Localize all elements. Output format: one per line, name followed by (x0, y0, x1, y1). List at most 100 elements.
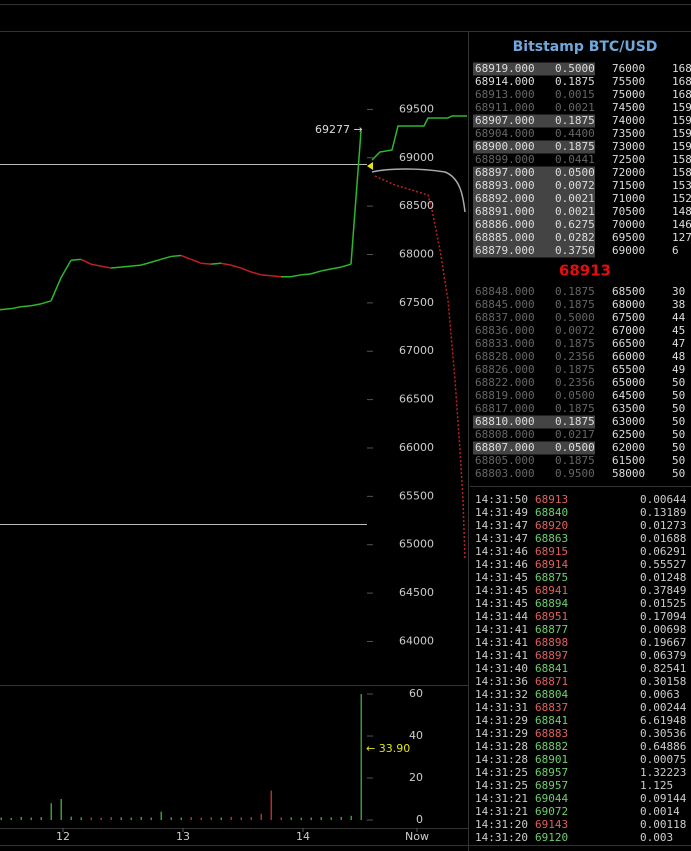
depth-total: 152 (672, 192, 691, 205)
trade-time: 14:31:44 (475, 610, 528, 623)
trade-amount: 0.37849 (640, 584, 686, 597)
volume-bar (300, 817, 302, 821)
row-highlight (473, 205, 595, 219)
depth-total: 158 (672, 166, 691, 179)
trade-price: 68941 (535, 584, 568, 597)
volume-bar (260, 813, 262, 821)
trade-time: 14:31:41 (475, 636, 528, 649)
trade-price: 68913 (535, 493, 568, 506)
price-tick-label: 66500 (399, 393, 434, 406)
average-line (371, 168, 466, 213)
trade-price: 68871 (535, 675, 568, 688)
volume-bar (320, 817, 322, 821)
book-price: 68893.000 (475, 179, 535, 192)
book-amount: 0.3750 (555, 244, 595, 257)
depth-total: 158 (672, 153, 691, 166)
book-amount: 0.0072 (555, 179, 595, 192)
trade-amount: 0.30158 (640, 675, 686, 688)
trade-price: 68901 (535, 753, 568, 766)
price-segment (170, 254, 182, 258)
price-segment (120, 265, 132, 268)
trade-time: 14:31:50 (475, 493, 528, 506)
book-amount: 0.0021 (555, 205, 595, 218)
trade-price: 69120 (535, 831, 568, 844)
trade-price: 68877 (535, 623, 568, 636)
row-highlight (473, 231, 595, 245)
trade-price: 68804 (535, 688, 568, 701)
trade-amount: 6.61948 (640, 714, 686, 727)
trade-time: 14:31:31 (475, 701, 528, 714)
price-segment (160, 255, 172, 261)
volume-bar (80, 817, 82, 821)
book-price: 68891.000 (475, 205, 535, 218)
volume-bar (210, 817, 212, 821)
trade-price: 68840 (535, 506, 568, 519)
row-highlight (473, 441, 595, 455)
book-price: 68836.000 (475, 324, 535, 337)
depth-price: 63000 (612, 415, 645, 428)
price-segment (320, 268, 332, 272)
trade-amount: 0.0063 (640, 688, 680, 701)
book-price: 68919.000 (475, 62, 535, 75)
depth-price: 65500 (612, 363, 645, 376)
book-amount: 0.1875 (555, 337, 595, 350)
trade-amount: 0.01273 (640, 519, 686, 532)
depth-price: 61500 (612, 454, 645, 467)
volume-bar (130, 817, 132, 821)
volume-bar (90, 817, 92, 821)
x-tick-label: 14 (296, 830, 310, 843)
trade-price: 69044 (535, 792, 568, 805)
depth-total: 50 (672, 441, 685, 454)
bid-depth-line (371, 115, 467, 161)
depth-total: 45 (672, 324, 685, 337)
book-price: 68822.000 (475, 376, 535, 389)
book-price: 68904.000 (475, 127, 535, 140)
trade-price: 68837 (535, 701, 568, 714)
price-tick-label: 64500 (399, 586, 434, 599)
volume-bar (160, 811, 162, 821)
trade-amount: 0.55527 (640, 558, 686, 571)
row-highlight (473, 415, 595, 429)
row-highlight (473, 114, 595, 128)
trade-price: 68914 (535, 558, 568, 571)
depth-price: 58000 (612, 467, 645, 480)
book-amount: 0.0282 (555, 231, 595, 244)
price-segment (40, 300, 52, 305)
price-segment (0, 307, 12, 311)
trade-price: 68841 (535, 662, 568, 675)
volume-bar (70, 816, 72, 821)
depth-total: 50 (672, 415, 685, 428)
volume-bar (180, 817, 182, 821)
trade-amount: 0.00244 (640, 701, 687, 714)
depth-total: 153 (672, 179, 691, 192)
row-highlight (473, 244, 595, 258)
trade-time: 14:31:40 (475, 662, 528, 675)
trade-amount: 0.0014 (640, 805, 680, 818)
row-highlight (473, 179, 595, 193)
depth-total: 127 (672, 231, 691, 244)
trade-amount: 0.00698 (640, 623, 686, 636)
book-price: 68892.000 (475, 192, 535, 205)
depth-total: 30 (672, 285, 685, 298)
trade-time: 14:31:46 (475, 545, 528, 558)
price-segment (200, 262, 212, 265)
book-amount: 0.0500 (555, 166, 595, 179)
trade-time: 14:31:25 (475, 779, 528, 792)
book-price: 68914.000 (475, 75, 535, 88)
depth-total: 159 (672, 101, 691, 114)
volume-bar (150, 817, 152, 821)
trade-amount: 1.32223 (640, 766, 686, 779)
book-price: 68897.000 (475, 166, 535, 179)
book-price: 68826.000 (475, 363, 535, 376)
trade-time: 14:31:46 (475, 558, 528, 571)
book-amount: 0.1875 (555, 402, 595, 415)
price-segment (210, 262, 222, 265)
book-price: 68911.000 (475, 101, 535, 114)
book-title: Bitstamp BTC/USD (513, 39, 658, 55)
trade-price: 69072 (535, 805, 568, 818)
price-segment (150, 258, 162, 263)
depth-price: 63500 (612, 402, 645, 415)
depth-price: 68500 (612, 285, 645, 298)
trade-price: 68920 (535, 519, 568, 532)
x-tick-label: 13 (176, 830, 190, 843)
